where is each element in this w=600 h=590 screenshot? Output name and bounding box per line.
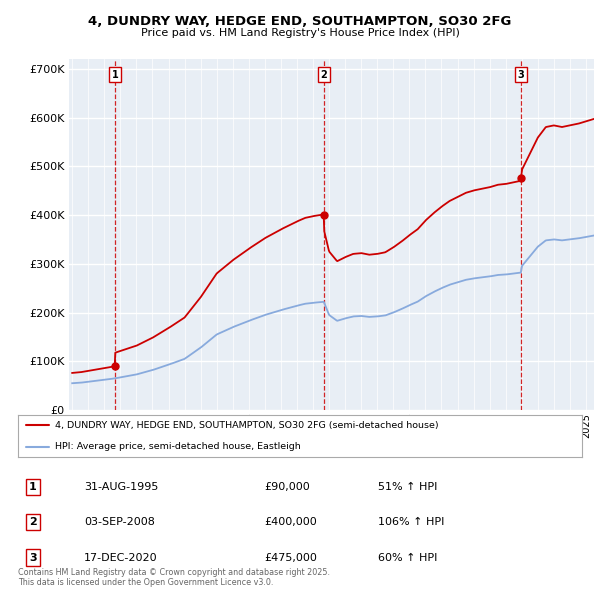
Text: 17-DEC-2020: 17-DEC-2020: [84, 553, 158, 562]
Text: 60% ↑ HPI: 60% ↑ HPI: [378, 553, 437, 562]
Text: 106% ↑ HPI: 106% ↑ HPI: [378, 517, 445, 527]
Text: £475,000: £475,000: [264, 553, 317, 562]
Text: 31-AUG-1995: 31-AUG-1995: [84, 482, 158, 491]
Text: 2: 2: [29, 517, 37, 527]
Text: 2: 2: [320, 70, 327, 80]
Text: 4, DUNDRY WAY, HEDGE END, SOUTHAMPTON, SO30 2FG: 4, DUNDRY WAY, HEDGE END, SOUTHAMPTON, S…: [88, 15, 512, 28]
Text: £90,000: £90,000: [264, 482, 310, 491]
Text: 4, DUNDRY WAY, HEDGE END, SOUTHAMPTON, SO30 2FG (semi-detached house): 4, DUNDRY WAY, HEDGE END, SOUTHAMPTON, S…: [55, 421, 438, 430]
Text: Contains HM Land Registry data © Crown copyright and database right 2025.
This d: Contains HM Land Registry data © Crown c…: [18, 568, 330, 587]
Text: 1: 1: [112, 70, 118, 80]
Text: 03-SEP-2008: 03-SEP-2008: [84, 517, 155, 527]
Text: Price paid vs. HM Land Registry's House Price Index (HPI): Price paid vs. HM Land Registry's House …: [140, 28, 460, 38]
Text: 51% ↑ HPI: 51% ↑ HPI: [378, 482, 437, 491]
Text: HPI: Average price, semi-detached house, Eastleigh: HPI: Average price, semi-detached house,…: [55, 442, 301, 451]
Text: 1: 1: [29, 482, 37, 491]
Text: £400,000: £400,000: [264, 517, 317, 527]
Text: 3: 3: [29, 553, 37, 562]
Text: 3: 3: [518, 70, 524, 80]
